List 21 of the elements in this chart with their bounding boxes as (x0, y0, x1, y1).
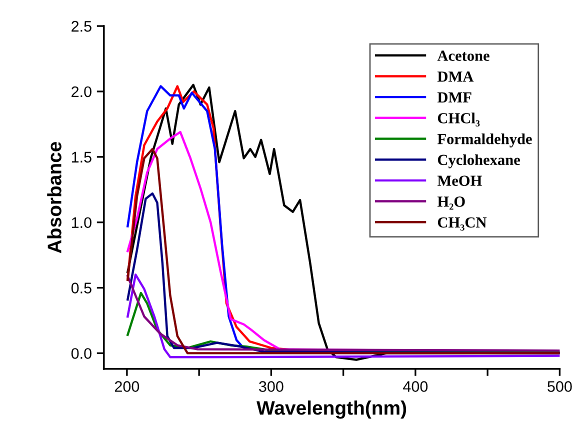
legend-label: CHCl₃ (438, 112, 480, 126)
x-tick-label: 500 (548, 381, 572, 392)
x-tick-label: 300 (259, 381, 284, 392)
legend-label: Acetone (437, 50, 490, 61)
legend-label: Formaldehyde (437, 133, 532, 148)
y-tick-label: 2.5 (72, 20, 92, 32)
legend-label: H₂O (437, 196, 465, 210)
y-tick-label: 1.5 (72, 152, 92, 163)
legend-label: CH₃CN (438, 217, 487, 231)
y-tick-label: 1.0 (72, 217, 92, 228)
legend-label: Cyclohexane (438, 154, 520, 168)
legend-label: DMF (437, 92, 472, 102)
x-tick-label: 200 (114, 381, 140, 392)
y-tick-label: 0.0 (71, 348, 92, 359)
y-tick-label: 0.5 (71, 282, 92, 294)
legend-label: MeOH (437, 176, 482, 186)
y-axis-title: Absorbance (47, 142, 62, 254)
y-tick-label: 2.0 (72, 86, 92, 98)
x-axis-title: Wavelength(nm) (256, 400, 406, 419)
legend-label: DMA (437, 72, 474, 82)
x-tick-label: 400 (403, 381, 428, 392)
